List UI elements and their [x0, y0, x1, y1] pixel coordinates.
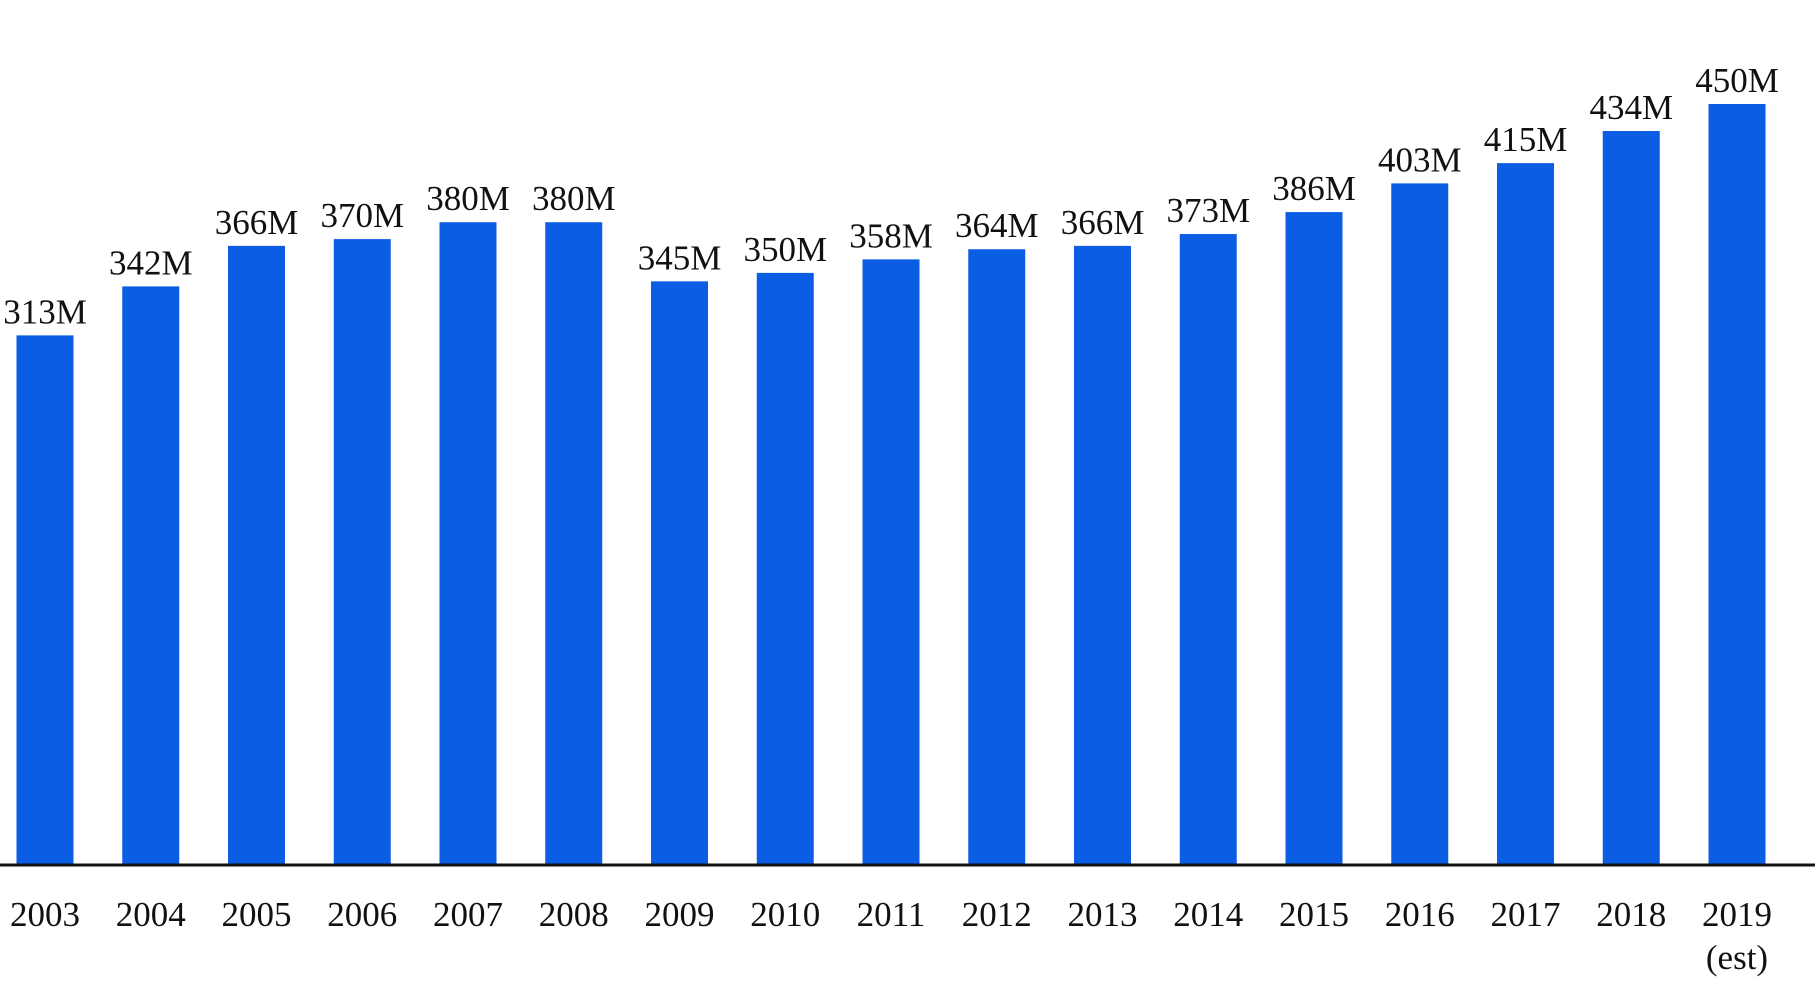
- x-tick-label-2018: 2018: [1596, 895, 1666, 934]
- x-tick-label-2013: 2013: [1068, 895, 1138, 934]
- bar-2019: [1708, 104, 1766, 864]
- bar-2003: [16, 335, 74, 864]
- bar-2006: [333, 239, 391, 865]
- data-label-2004: 342M: [109, 243, 193, 282]
- bar-2018: [1602, 131, 1660, 864]
- x-tick-label-2015: 2015: [1279, 895, 1349, 934]
- bar-2015: [1285, 212, 1343, 865]
- bar-2014: [1179, 234, 1237, 865]
- bar-2011: [862, 259, 920, 864]
- data-label-2007: 380M: [426, 179, 510, 218]
- data-label-2005: 366M: [215, 203, 299, 242]
- bar-2010: [756, 272, 814, 864]
- data-labels-layer: 313M 342M 366M 370M 380M 380M 345M 350M 358M 364M…: [3, 61, 1779, 331]
- x-tick-label-2019: 2019: [1702, 895, 1772, 934]
- bar-2016: [1391, 183, 1449, 864]
- x-tick-label-2010: 2010: [750, 895, 820, 934]
- data-label-2013: 366M: [1061, 203, 1145, 242]
- x-tick-labels-layer: 2003 2004 2005 2006 2007 2008 2009 2010 2011 2012…: [10, 895, 1772, 977]
- data-label-2014: 373M: [1166, 191, 1250, 230]
- x-tick-label-2009: 2009: [645, 895, 715, 934]
- x-tick-label-2012: 2012: [962, 895, 1032, 934]
- bar-2013: [1074, 245, 1131, 864]
- data-label-2019: 450M: [1695, 61, 1779, 100]
- bar-2012: [968, 249, 1026, 864]
- data-label-2003: 313M: [3, 292, 87, 331]
- x-tick-label-2011: 2011: [857, 895, 926, 934]
- data-label-2017: 415M: [1484, 120, 1568, 159]
- bars-layer: [16, 104, 1766, 865]
- data-label-2011: 358M: [849, 216, 933, 255]
- x-tick-label-2003: 2003: [10, 895, 80, 934]
- data-label-2012: 364M: [955, 206, 1039, 245]
- x-tick-label-2006: 2006: [327, 895, 397, 934]
- bar-2009: [651, 281, 708, 864]
- data-label-2008: 380M: [532, 179, 616, 218]
- x-tick-label-2016: 2016: [1385, 895, 1455, 934]
- data-label-2015: 386M: [1272, 169, 1356, 208]
- x-tick-label-2008: 2008: [539, 895, 609, 934]
- data-label-2016: 403M: [1378, 140, 1462, 179]
- bar-2007: [439, 222, 497, 864]
- x-tick-sublabel-2019: (est): [1706, 938, 1768, 977]
- data-label-2018: 434M: [1589, 88, 1673, 127]
- bar-2005: [228, 245, 285, 864]
- x-tick-label-2007: 2007: [433, 895, 503, 934]
- data-label-2006: 370M: [320, 196, 404, 235]
- bar-2004: [122, 286, 180, 864]
- x-tick-label-2014: 2014: [1173, 895, 1243, 934]
- bar-2017: [1497, 163, 1554, 865]
- x-tick-label-2017: 2017: [1491, 895, 1561, 934]
- data-label-2010: 350M: [743, 230, 827, 269]
- x-tick-label-2004: 2004: [116, 895, 186, 934]
- x-tick-label-2005: 2005: [222, 895, 292, 934]
- data-label-2009: 345M: [638, 238, 722, 277]
- bar-2008: [545, 222, 603, 864]
